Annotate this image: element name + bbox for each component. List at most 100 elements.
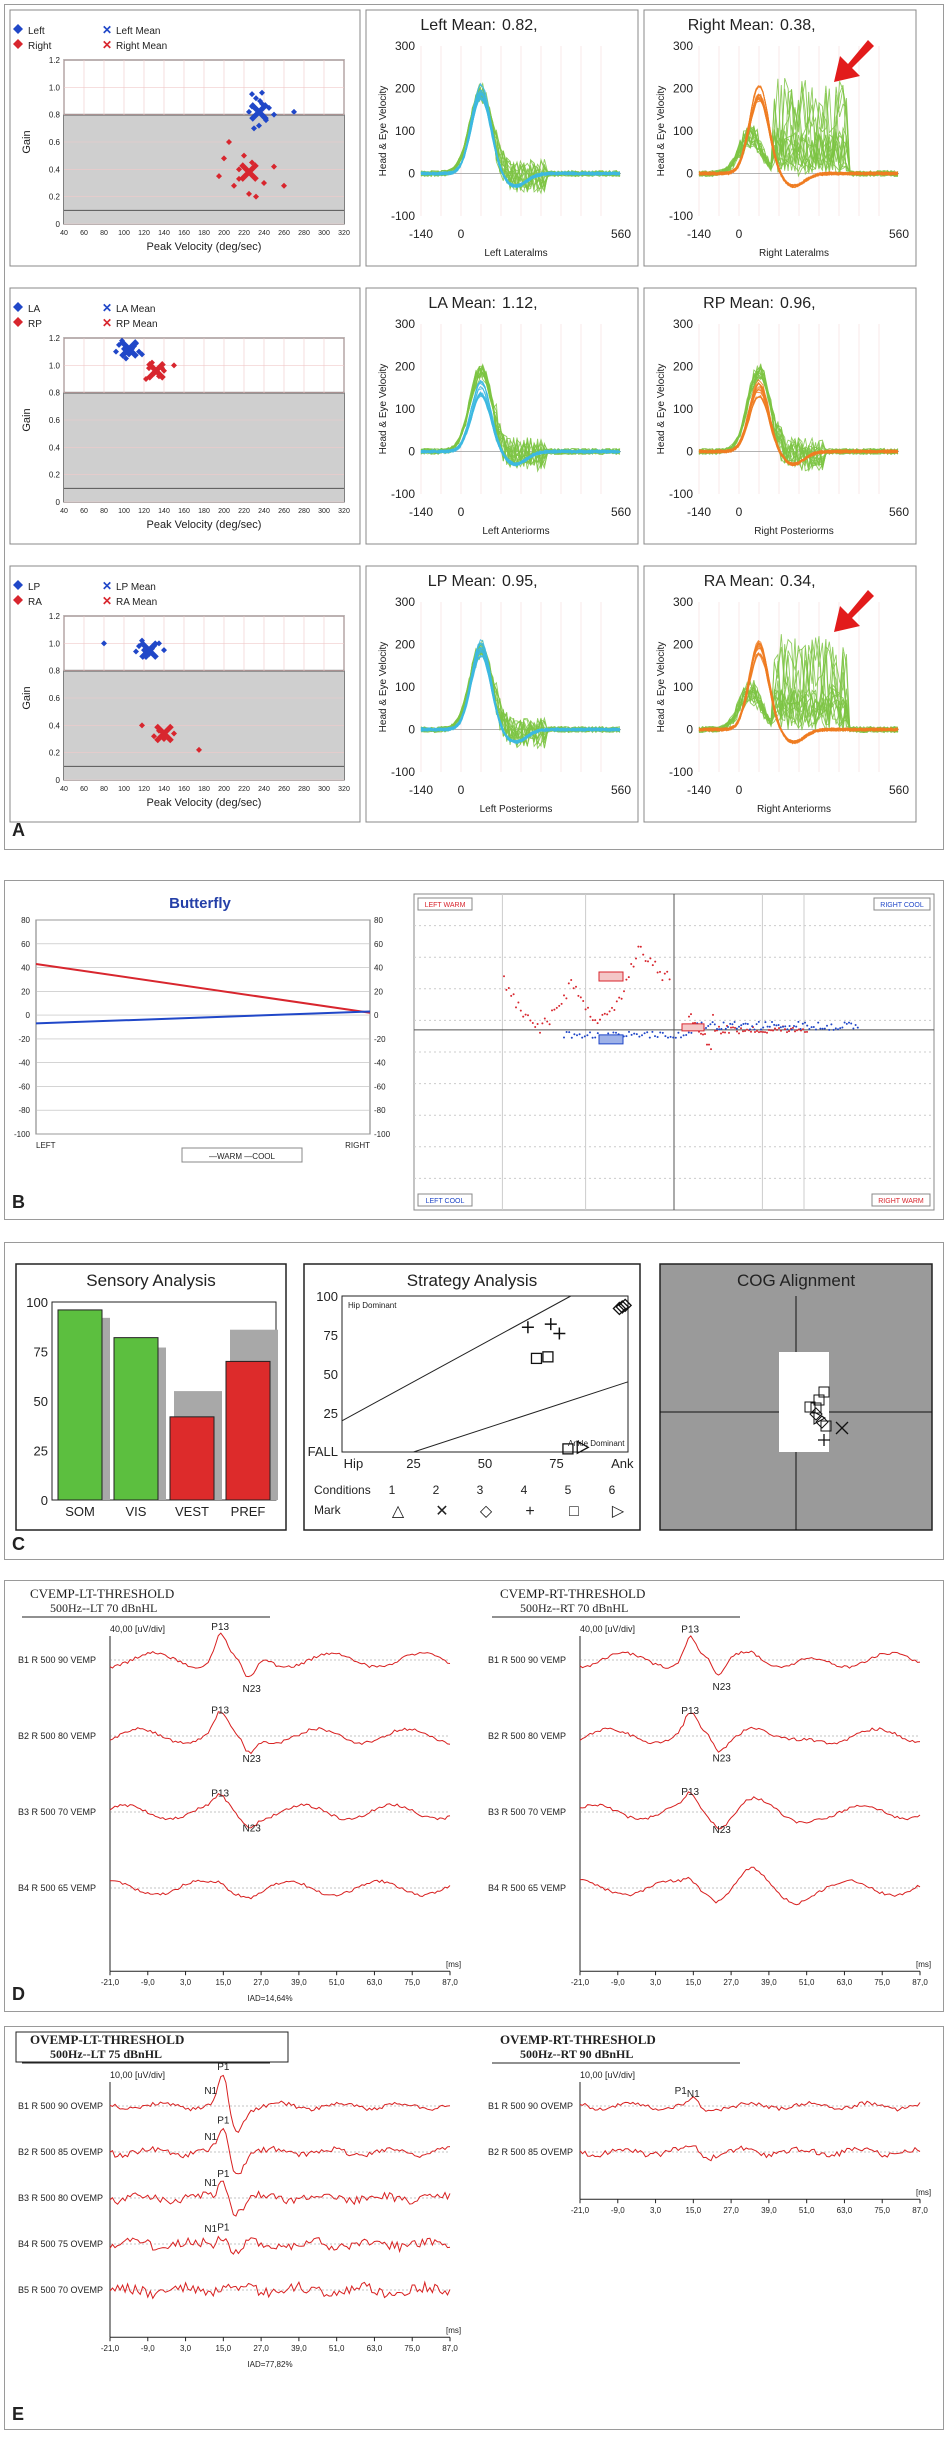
cool-data-point [700, 1021, 703, 1024]
warm-data-point [512, 993, 515, 996]
velocity-mean-value: 0.96, [780, 295, 816, 312]
trace-label: B2 R 500 80 VEMP [488, 1731, 566, 1741]
cool-data-point [680, 1036, 682, 1039]
y-tick-label: 0 [686, 723, 693, 737]
butterfly-legend: —WARM —COOL [209, 1152, 275, 1161]
velocity-mean-value: 0.95, [502, 573, 538, 590]
warm-data-point [553, 1008, 556, 1011]
head-velocity-trace [698, 653, 899, 742]
peak-label: N23 [712, 1682, 731, 1693]
x-tick-label: 75,0 [404, 1978, 420, 1987]
velocity-frame [643, 287, 917, 545]
y-tick-right: -40 [374, 1059, 386, 1068]
strategy-title: Strategy Analysis [407, 1271, 537, 1290]
y-tick-label: 1.2 [49, 612, 61, 621]
legend-mean-marker: ✕ [102, 38, 112, 52]
y-tick-left: 80 [21, 916, 30, 925]
data-point-right [241, 152, 247, 159]
x-tick-label: 560 [611, 227, 631, 241]
strategy-mark-square [542, 1351, 554, 1363]
condition-mark: ✕ [435, 1503, 448, 1520]
vemp-subtitle: 500Hz--LT 70 dBnHL [50, 1601, 157, 1615]
label-box [871, 1193, 931, 1207]
mean-marker [119, 339, 139, 359]
warm-data-point [558, 1004, 561, 1007]
warm-data-point [563, 994, 565, 997]
vemp-trace [579, 2096, 921, 2112]
x-tick-label: 27,0 [723, 2206, 739, 2215]
x-tick-label: 280 [298, 230, 310, 237]
y-tick-right: 20 [374, 987, 383, 996]
cool-data-point [777, 1024, 780, 1026]
condition-number: 5 [565, 1483, 572, 1497]
warm-data-point [587, 1006, 589, 1009]
peak-label: N1 [204, 2224, 217, 2235]
warm-data-point [618, 996, 621, 999]
cool-data-point [790, 1028, 793, 1031]
y-tick-label: 0.2 [49, 471, 61, 480]
warm-data-point [596, 1022, 599, 1025]
butterfly-plot-area [35, 919, 371, 1135]
legend-marker-right [13, 317, 23, 327]
x-tick-label: 140 [158, 786, 170, 793]
velocity-frame [365, 565, 639, 823]
sensory-bar [57, 1309, 103, 1501]
vemp-trace [109, 2280, 451, 2300]
y-tick-label: 100 [316, 1289, 338, 1304]
x-tick-label: 75,0 [874, 1978, 890, 1987]
data-point-left [256, 122, 262, 129]
warm-data-point [627, 976, 630, 979]
x-tick-label: 160 [178, 230, 190, 237]
warm-data-point [642, 953, 645, 956]
cool-data-point [690, 1031, 693, 1034]
panel-c-label: C [12, 1534, 25, 1554]
cog-mark-square [804, 1401, 816, 1413]
y-tick-left: -100 [14, 1130, 31, 1139]
velocity-frame [365, 287, 639, 545]
x-tick-label: 260 [278, 230, 290, 237]
title-box [15, 2031, 289, 2063]
x-tick-label: -9,0 [611, 2206, 625, 2215]
x-tick-label: -9,0 [611, 1978, 625, 1987]
cool-data-point [576, 1034, 578, 1037]
data-point-left [251, 125, 257, 132]
y-tick-label: -100 [391, 209, 415, 223]
x-tick-label: 39,0 [761, 2206, 777, 2215]
x-tick-label: 280 [298, 786, 310, 793]
warm-data-point [792, 1026, 794, 1029]
x-tick-label: 320 [338, 786, 350, 793]
cog-mark-triangle [813, 1411, 827, 1425]
warm-data-point [625, 978, 628, 981]
cool-data-point [628, 1030, 630, 1033]
x-tick-label: 51,0 [799, 2206, 815, 2215]
cool-data-point [661, 1031, 664, 1034]
velocity-mean-value: 0.34, [780, 573, 816, 590]
cool-data-point [654, 1035, 656, 1038]
warm-data-point [700, 1032, 702, 1035]
x-tick-label: 320 [338, 230, 350, 237]
legend-label: RP [28, 319, 42, 330]
y-tick-label: 300 [673, 595, 693, 609]
y-tick-label: 0.8 [49, 667, 61, 676]
strategy-analysis: Strategy Analysis Hip Dominant Ankle Domin… [303, 1263, 641, 1531]
x-tick-label: 180 [198, 508, 210, 515]
x-tick-label: 560 [889, 783, 909, 797]
x-tick-label: 240 [258, 786, 270, 793]
y-tick-label: 200 [395, 638, 415, 652]
cog-alignment: COG Alignment [659, 1263, 933, 1531]
y-axis-label: Head & Eye Velocity [378, 364, 389, 455]
cool-data-point [801, 1022, 804, 1025]
panel-d [4, 1580, 944, 2012]
warm-data-point [599, 1018, 601, 1021]
warm-data-point [750, 1030, 752, 1033]
warm-data-point [522, 1015, 525, 1018]
warm-data-point [806, 1030, 808, 1033]
cool-data-point [779, 1026, 782, 1029]
red-arrow-icon [834, 590, 874, 632]
y-tick-label: 1.2 [49, 334, 61, 343]
y-tick-right: 80 [374, 916, 383, 925]
x-tick-label: Ank [611, 1456, 634, 1471]
warm-data-point [503, 975, 505, 978]
